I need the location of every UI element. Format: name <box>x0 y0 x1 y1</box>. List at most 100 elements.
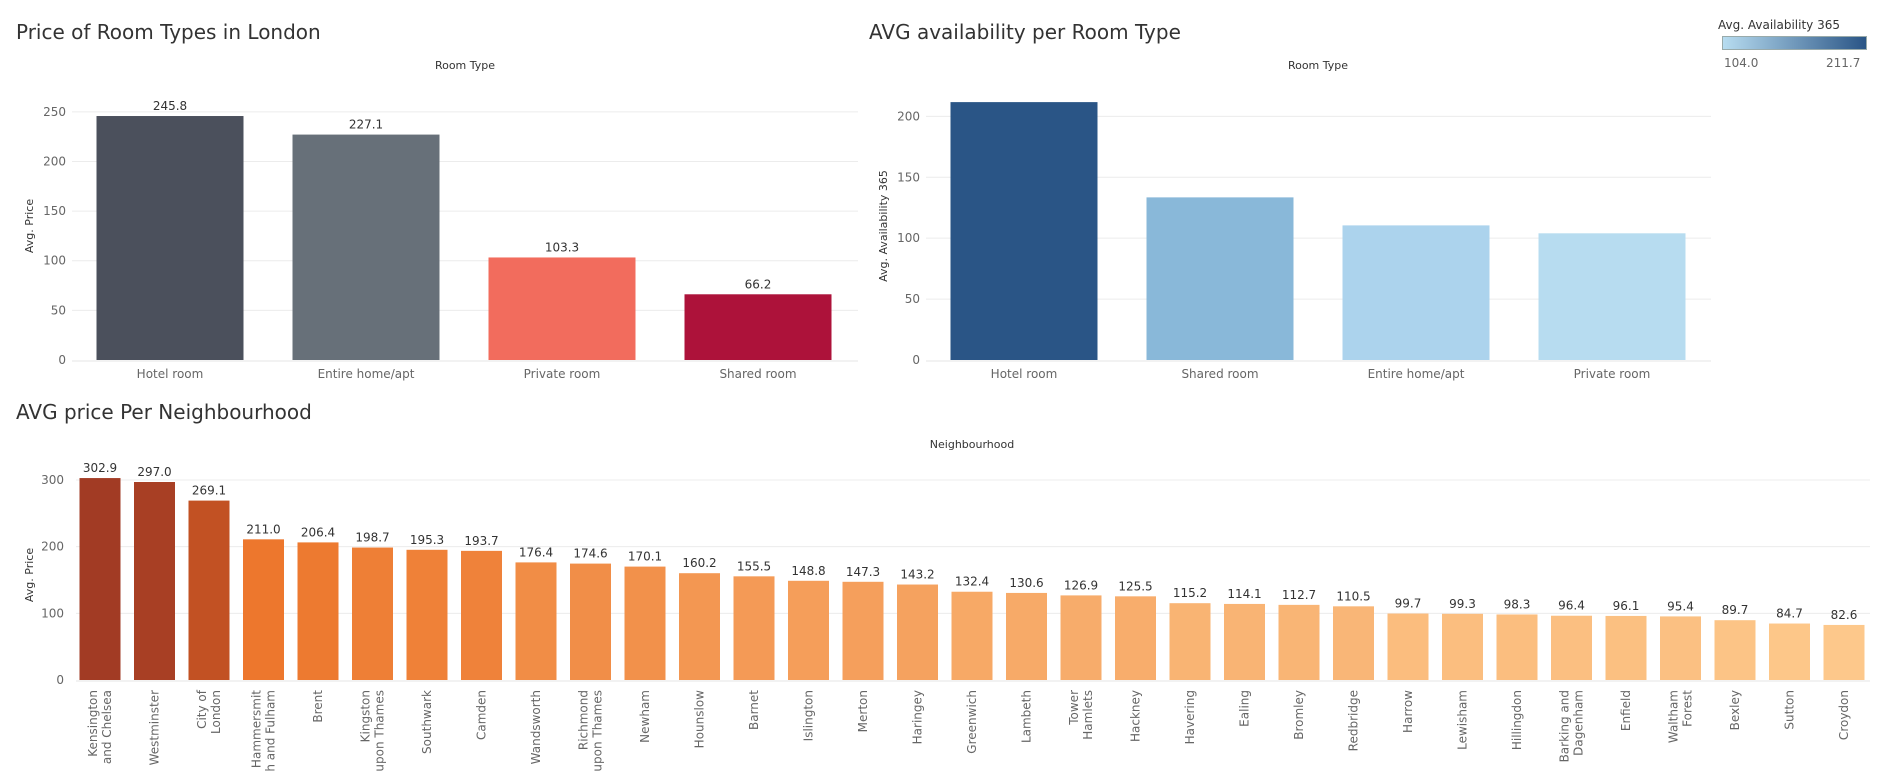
chart3-x-tick-label: Richmond <box>577 690 591 750</box>
chart3-x-tick-label: Harrow <box>1401 690 1415 733</box>
chart3-x-tick-label: Hackney <box>1129 690 1143 742</box>
chart3-bar <box>1115 596 1156 680</box>
chart1-header: Room Type <box>435 59 495 72</box>
chart3-x-tick-label: Kingston <box>359 690 373 742</box>
chart3-x-tick-label: Camden <box>475 690 489 740</box>
chart1-y-tick-label: 100 <box>43 254 66 268</box>
chart3-bar <box>406 549 448 680</box>
chart3-bar <box>1605 615 1647 680</box>
chart3-x-tick-label: Wandsworth <box>529 690 543 764</box>
chart3-bar <box>1387 613 1429 680</box>
chart3-data-label: 96.1 <box>1613 599 1640 613</box>
chart2-x-tick-label: Shared room <box>1181 367 1258 381</box>
chart3-bar <box>1496 614 1538 680</box>
chart3-bar <box>1442 613 1483 680</box>
chart3-bar <box>570 563 611 680</box>
chart3-bar <box>788 580 829 680</box>
chart3-y-axis-label: Avg. Price <box>23 548 36 602</box>
chart3-x-tick-label: Lambeth <box>1020 690 1034 743</box>
chart1-y-tick-label: 250 <box>43 105 66 119</box>
chart3-bar <box>243 539 284 680</box>
chart2-x-tick-label: Entire home/apt <box>1368 367 1465 381</box>
chart3-x-tick-label: Croydon <box>1837 690 1851 740</box>
chart1-y-tick-label: 150 <box>43 204 66 218</box>
chart1-data-label: 66.2 <box>745 277 772 291</box>
chart3-x-tick-label: Tower <box>1067 690 1081 726</box>
chart3-x-tick-label: Hammersmit <box>250 690 264 768</box>
chart1-y-tick-label: 0 <box>58 353 66 367</box>
chart3-data-label: 174.6 <box>573 547 607 561</box>
chart2-bar <box>1538 233 1686 360</box>
chart3-bar <box>1823 624 1865 680</box>
chart3-x-tick-label: Kensington <box>86 690 100 757</box>
chart3-bar <box>188 500 230 680</box>
chart3-x-tick-label: City of <box>195 689 209 729</box>
chart3-bar <box>1224 603 1265 680</box>
chart3-x-tick-label: Islington <box>802 690 816 741</box>
chart3-bar <box>1169 603 1211 680</box>
chart2-y-tick-label: 150 <box>897 170 920 184</box>
chart2-y-tick-label: 0 <box>912 353 920 367</box>
chart1-title: Price of Room Types in London <box>16 20 321 44</box>
chart3-x-tick-label: h and Fulham <box>264 690 278 772</box>
chart3-data-label: 160.2 <box>682 556 716 570</box>
chart3-bar <box>842 581 884 680</box>
chart3-data-label: 130.6 <box>1009 576 1043 590</box>
chart3-bar <box>461 550 502 680</box>
chart2-y-tick-label: 100 <box>897 231 920 245</box>
chart3-bar <box>1278 604 1320 680</box>
chart3-data-label: 195.3 <box>410 533 444 547</box>
chart3-x-tick-label: Redbridge <box>1347 690 1361 751</box>
chart3-data-label: 99.3 <box>1449 597 1476 611</box>
chart1-bar <box>292 134 440 360</box>
chart3-bar <box>79 478 121 680</box>
chart1-bar <box>684 294 832 360</box>
chart3-x-tick-label: Waltham <box>1667 690 1681 743</box>
chart2-bar <box>1342 225 1490 360</box>
chart3-data-label: 143.2 <box>900 568 934 582</box>
chart3-bar <box>352 547 393 680</box>
chart2-bar <box>950 102 1098 361</box>
chart3-x-tick-label: Lewisham <box>1456 690 1470 750</box>
chart3-data-label: 115.2 <box>1173 586 1207 600</box>
chart3-y-tick-label: 100 <box>41 606 64 620</box>
chart3-data-label: 269.1 <box>192 484 226 498</box>
chart3-data-label: 125.5 <box>1118 579 1152 593</box>
chart3-bar <box>951 591 993 680</box>
chart3-bar <box>1714 620 1756 680</box>
legend-title: Avg. Availability 365 <box>1718 18 1840 32</box>
chart3-x-tick-label: Barking and <box>1558 690 1572 762</box>
chart3-x-tick-label: Ealing <box>1238 690 1252 727</box>
chart3-x-tick-label: Hamlets <box>1081 690 1095 740</box>
chart3-data-label: 132.4 <box>955 575 989 589</box>
chart3-data-label: 126.9 <box>1064 578 1098 592</box>
chart1-bar <box>96 116 244 360</box>
chart2-bar <box>1146 197 1294 360</box>
chart3-x-tick-label: Havering <box>1183 690 1197 744</box>
chart3-data-label: 84.7 <box>1776 607 1803 621</box>
chart1-x-tick-label: Entire home/apt <box>318 367 415 381</box>
chart3-data-label: 297.0 <box>137 465 171 479</box>
chart3-data-label: 198.7 <box>355 531 389 545</box>
chart2-y-tick-label: 200 <box>897 109 920 123</box>
chart1-bar <box>488 257 636 360</box>
chart1-data-label: 227.1 <box>349 118 383 132</box>
chart3-bar <box>679 573 720 680</box>
chart2-x-tick-label: Hotel room <box>991 367 1058 381</box>
chart3-bar <box>1551 615 1592 680</box>
chart3-data-label: 112.7 <box>1282 588 1316 602</box>
chart3-x-tick-label: Southwark <box>420 690 434 754</box>
chart3-bar <box>134 482 175 680</box>
chart3-header: Neighbourhood <box>930 438 1014 451</box>
chart3-x-tick-label: Forest <box>1681 690 1695 727</box>
chart3-bar <box>733 576 775 680</box>
chart3-data-label: 170.1 <box>628 550 662 564</box>
chart2-title: AVG availability per Room Type <box>869 20 1181 44</box>
chart3-data-label: 155.5 <box>737 559 771 573</box>
chart3-data-label: 98.3 <box>1504 597 1531 611</box>
chart3-data-label: 176.4 <box>519 545 553 559</box>
chart1-y-tick-label: 50 <box>51 303 66 317</box>
chart3-bar <box>1769 623 1810 680</box>
chart2-y-axis-label: Avg. Availability 365 <box>877 170 890 282</box>
